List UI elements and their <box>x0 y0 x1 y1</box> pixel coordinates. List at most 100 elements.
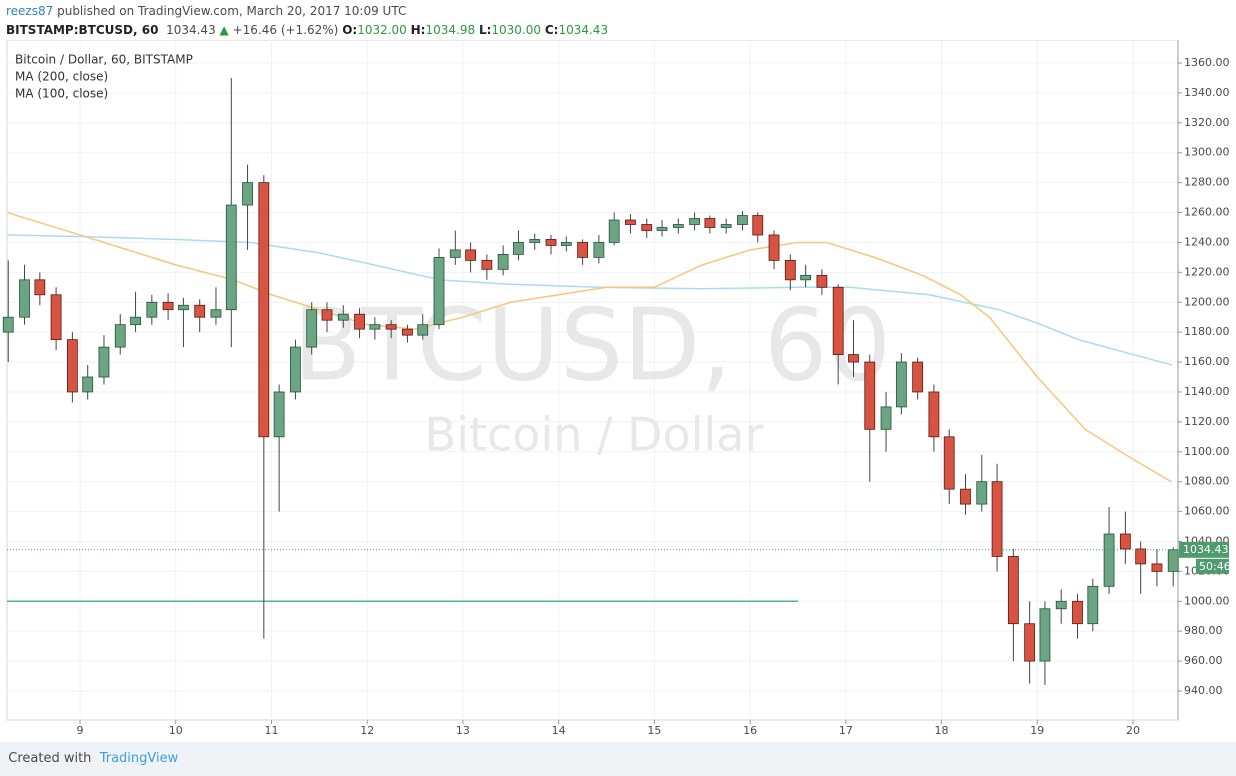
candle-body <box>1039 608 1051 662</box>
y-tick-label: 1060.00 <box>1184 505 1230 518</box>
y-tick-label: 1220.00 <box>1184 265 1230 278</box>
candle-body <box>194 304 206 318</box>
candle-body <box>912 361 924 393</box>
ohlc-value: 1034.43 <box>558 23 609 37</box>
x-tick-label: 9 <box>77 724 84 737</box>
y-tick-label: 1160.00 <box>1184 355 1230 368</box>
y-tick-label: 1140.00 <box>1184 385 1230 398</box>
x-tick-label: 13 <box>456 724 470 737</box>
watermark-subtitle: Bitcoin / Dollar <box>425 408 764 462</box>
y-tick-label: 940.00 <box>1184 684 1223 697</box>
quote-line: BITSTAMP:BTCUSD, 60 1034.43 ▲ +16.46 (+1… <box>6 21 608 40</box>
candle-body <box>497 254 509 270</box>
legend-entry: Bitcoin / Dollar, 60, BITSTAMP <box>15 53 193 67</box>
ohlc-value: 1032.00 <box>357 23 407 37</box>
ohlc-label: L: <box>478 23 492 37</box>
ohlc-value: 1030.00 <box>491 23 542 37</box>
change: +16.46 (+1.62%) <box>232 23 339 37</box>
y-tick-label: 1300.00 <box>1184 146 1230 159</box>
candle-body <box>1151 563 1163 572</box>
candle-body <box>225 204 237 311</box>
candle-body <box>354 313 365 330</box>
ohlc-label: C: <box>544 23 559 37</box>
candle-body <box>481 259 493 270</box>
price: 1034.43 <box>166 23 216 37</box>
y-tick-label: 1080.00 <box>1184 475 1230 488</box>
candle-body <box>1119 533 1131 550</box>
candle-body <box>593 242 605 258</box>
candle-body <box>130 316 141 326</box>
ohlc-label: O: <box>342 23 358 37</box>
publish-line: reezs87 published on TradingView.com, Ma… <box>6 2 608 21</box>
y-tick-label: 1180.00 <box>1184 325 1230 338</box>
candle-body <box>19 279 30 318</box>
countdown-box <box>1196 558 1229 574</box>
candle-body <box>529 239 541 243</box>
candle-body <box>1072 600 1083 625</box>
candle-body <box>306 309 318 348</box>
candle-body <box>928 391 940 438</box>
legend-entry: MA (100, close) <box>15 87 108 101</box>
last-price-label: 1034.43 <box>1183 543 1229 556</box>
candle-body <box>752 215 764 236</box>
candle-body <box>1135 548 1147 565</box>
user[interactable]: reezs87 <box>6 4 54 18</box>
candle-body <box>960 488 971 505</box>
candle-body <box>82 376 94 393</box>
candle-body <box>832 286 844 355</box>
x-tick-label: 19 <box>1030 724 1044 737</box>
candle-body <box>433 256 445 326</box>
y-tick-label: 1320.00 <box>1184 116 1230 129</box>
brand[interactable]: TradingView <box>99 751 179 766</box>
x-tick-label: 14 <box>552 724 566 737</box>
candle-body <box>976 481 988 505</box>
candle-body <box>800 274 812 281</box>
candle-body <box>385 324 397 330</box>
x-tick-label: 18 <box>935 724 949 737</box>
y-tick-label: 1280.00 <box>1184 176 1230 189</box>
y-tick-label: 980.00 <box>1184 624 1223 637</box>
candle-body <box>465 249 476 261</box>
created-with: Created with <box>8 751 92 766</box>
ma-line <box>7 211 1172 483</box>
candle-body <box>178 304 189 311</box>
candle-body <box>66 339 78 393</box>
up-arrow: ▲ <box>219 23 229 37</box>
candle-body <box>895 361 907 408</box>
ohlc-value: 1034.98 <box>425 23 476 37</box>
y-tick-label: 1260.00 <box>1184 206 1230 219</box>
y-tick-label: 1360.00 <box>1184 56 1230 69</box>
candle-body <box>704 218 716 228</box>
countdown-label: 50:46 <box>1199 560 1231 573</box>
x-tick-label: 16 <box>743 724 757 737</box>
candle-body <box>449 249 461 258</box>
candle-body <box>2 316 14 333</box>
candle-body <box>1055 600 1067 610</box>
y-tick-label: 1120.00 <box>1184 415 1230 428</box>
candle-body <box>290 346 301 393</box>
candle-body <box>560 242 572 246</box>
x-tick-label: 15 <box>647 724 661 737</box>
candle-body <box>768 234 780 261</box>
candle-body <box>880 406 892 430</box>
y-tick-label: 1200.00 <box>1184 295 1230 308</box>
candle-body <box>577 242 588 258</box>
candle-body <box>784 259 796 281</box>
candle-body <box>114 324 126 348</box>
y-tick-label: 960.00 <box>1184 654 1223 667</box>
ohlc-label: H: <box>410 23 426 37</box>
x-tick-label: 10 <box>169 724 183 737</box>
candle-body <box>34 279 46 296</box>
candle-body <box>1087 585 1099 625</box>
symbol: BITSTAMP:BTCUSD, 60 <box>6 23 159 37</box>
candle-body <box>545 239 557 246</box>
last-price-box <box>1179 541 1229 558</box>
footer: Created with TradingView <box>0 742 1236 776</box>
x-tick-label: 17 <box>839 724 853 737</box>
plot-area <box>6 40 1179 721</box>
candle-body <box>1024 623 1036 662</box>
x-tick-label: 20 <box>1126 724 1140 737</box>
candle-body <box>625 219 636 225</box>
candle-body <box>720 224 732 228</box>
